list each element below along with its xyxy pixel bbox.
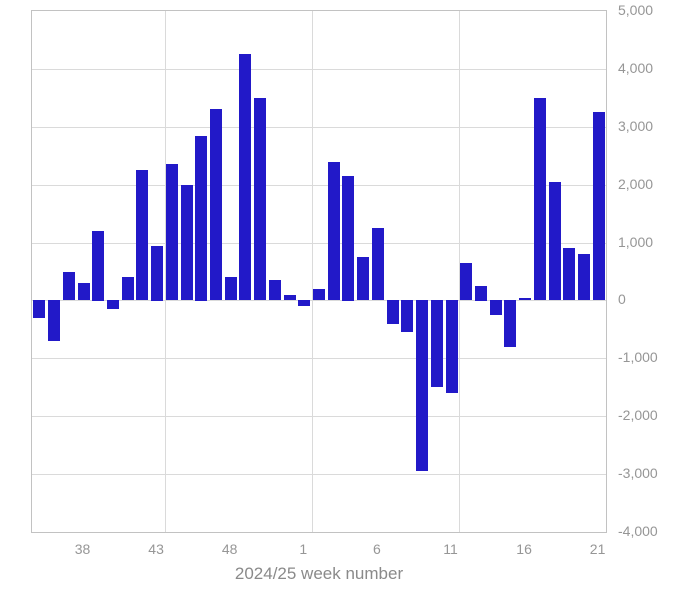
gridline-h-1000 [32,242,606,244]
bar-week-42 [136,170,149,301]
x-tick-38: 38 [74,541,91,557]
bar-week-52 [283,294,296,301]
bar-week-36 [48,300,61,341]
bar-week-39 [92,231,105,301]
y-tick--1000: -1,000 [618,349,658,366]
x-tick-16: 16 [516,541,532,557]
y-tick-1000: 1,000 [618,233,654,250]
gridline-h--3000 [32,474,606,476]
gridline-h-0 [32,300,606,302]
gridline-h-3000 [32,126,606,128]
bar-week-4 [342,176,355,301]
bar-week-6 [371,228,384,301]
bar-week-7 [386,300,399,324]
y-tick-0: 0 [618,291,626,308]
gridline-h-2000 [32,184,606,186]
bar-week-41 [121,277,134,301]
x-tick-48: 48 [221,541,238,557]
bar-week-12 [460,262,473,301]
gridline-h--1000 [32,358,606,360]
bar-week-3 [327,161,340,301]
bar-week-40 [106,300,119,310]
x-tick-43: 43 [148,541,164,557]
bar-week-19 [563,248,576,301]
y-tick-2000: 2,000 [618,175,654,192]
y-tick--2000: -2,000 [618,407,658,424]
gridline-v [164,11,166,532]
bar-week-44 [165,164,178,301]
y-tick--3000: -3,000 [618,465,658,482]
x-tick-1: 1 [299,541,308,557]
bar-week-21 [592,112,605,301]
y-tick-4000: 4,000 [618,59,654,76]
bar-week-13 [474,286,487,301]
x-tick-6: 6 [372,541,381,557]
gridline-v [311,11,313,532]
bar-week-14 [489,300,502,315]
bar-week-46 [195,135,208,301]
bar-week-20 [577,254,590,301]
bar-week-47 [210,109,222,301]
bar-week-15 [504,300,517,347]
bar-week-48 [224,277,237,301]
bar-week-2 [313,288,325,301]
bar-week-45 [180,184,193,301]
bar-week-10 [430,300,443,388]
bar-week-43 [151,245,164,301]
bar-week-17 [533,97,546,301]
x-tick-21: 21 [589,541,606,557]
bar-week-1 [298,300,311,307]
bar-week-16 [519,297,532,301]
plot-area [31,10,607,533]
gridline-v [458,11,460,532]
x-axis-title: 2024/25 week number [234,564,404,583]
bar-week-37 [62,271,75,301]
y-tick-3000: 3,000 [618,117,654,134]
bar-week-18 [548,181,561,301]
bar-week-8 [401,300,414,333]
bar-week-50 [254,97,267,301]
y-tick--4000: -4,000 [618,523,658,539]
bar-week-5 [357,257,370,301]
bar-week-51 [268,280,281,301]
bar-week-38 [77,283,90,301]
bar-week-35 [33,300,46,318]
bar-week-49 [239,54,252,301]
gridline-h-4000 [32,68,606,70]
bar-week-11 [445,300,458,393]
bar-week-9 [416,300,428,472]
gridline-h--2000 [32,416,606,418]
x-tick-11: 11 [443,541,458,557]
y-tick-5000: 5,000 [618,2,654,18]
